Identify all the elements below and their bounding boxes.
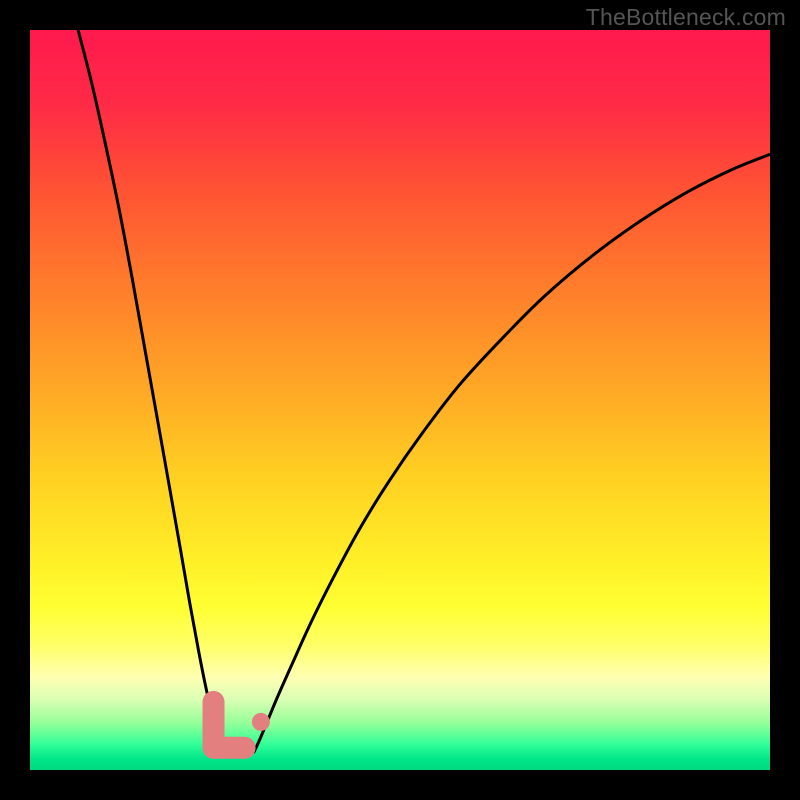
curve-right-branch bbox=[253, 154, 770, 753]
curve-left-branch bbox=[78, 30, 229, 754]
watermark-text: TheBottleneck.com bbox=[586, 4, 786, 31]
chart-frame: TheBottleneck.com bbox=[0, 0, 800, 800]
plot-area bbox=[30, 30, 770, 770]
highlight-dot-marker bbox=[252, 713, 270, 731]
highlight-L-marker bbox=[214, 702, 245, 748]
bottleneck-curve bbox=[30, 30, 770, 770]
